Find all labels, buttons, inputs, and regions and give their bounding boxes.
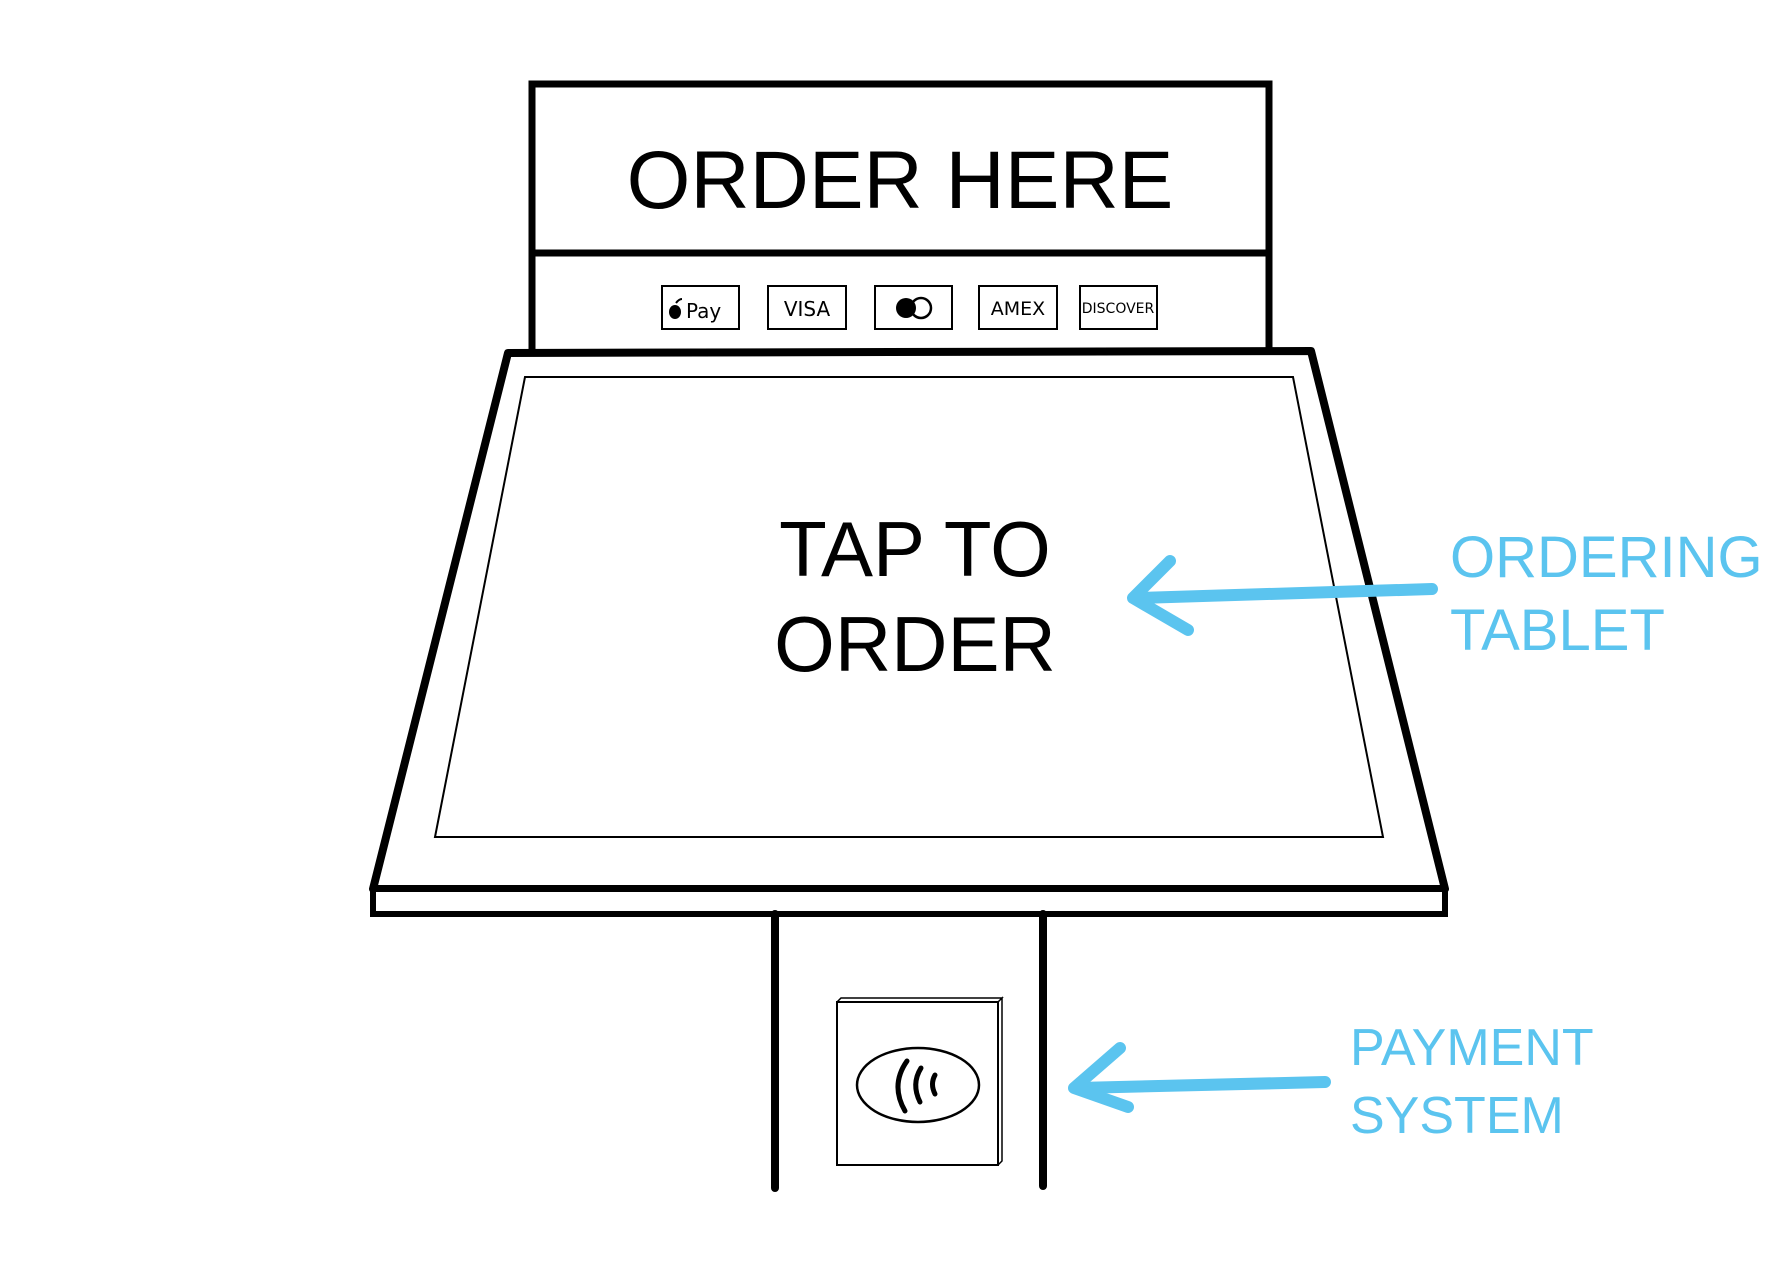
order-here-title: ORDER HERE [627, 135, 1174, 226]
payment-arrow [1068, 1042, 1331, 1113]
terminal-bevel [836, 996, 1004, 1166]
apple-pay-logo: Pay [661, 285, 740, 330]
discover-logo: DISCOVER [1079, 285, 1158, 330]
visa-label: VISA [784, 297, 831, 321]
amex-logo: AMEX [978, 285, 1058, 330]
tap-to-order-line1: TAP TO [779, 505, 1051, 593]
ordering-tablet: TAP TO ORDER [369, 347, 1449, 917]
mastercard-circle-right [909, 296, 933, 320]
tablet-base-edge [370, 886, 1448, 917]
tablet-arrow [1127, 555, 1438, 636]
apple-icon [669, 298, 683, 319]
contactless-icon [895, 1058, 938, 1114]
tablet-label: ORDERING TABLET [1450, 525, 1763, 663]
visa-logo: VISA [767, 285, 847, 330]
ordering-label-line1: ORDERING [1450, 525, 1763, 590]
kiosk-stand [771, 910, 1047, 1192]
mastercard-logo [874, 285, 953, 330]
amex-label: AMEX [991, 298, 1045, 320]
payment-label: PAYMENT SYSTEM [1350, 1019, 1594, 1145]
payment-logos: Pay VISA AMEX DISCOVER [661, 285, 1158, 330]
ordering-label-line2: TABLET [1450, 598, 1665, 663]
payment-terminal[interactable] [836, 996, 1004, 1166]
tap-to-order-line2: ORDER [774, 600, 1056, 688]
payment-label-line2: SYSTEM [1350, 1087, 1564, 1145]
payment-label-line1: PAYMENT [1350, 1019, 1594, 1077]
discover-label: DISCOVER [1082, 301, 1155, 317]
tablet-screen[interactable] [433, 376, 1385, 838]
apple-pay-label: Pay [686, 299, 721, 323]
